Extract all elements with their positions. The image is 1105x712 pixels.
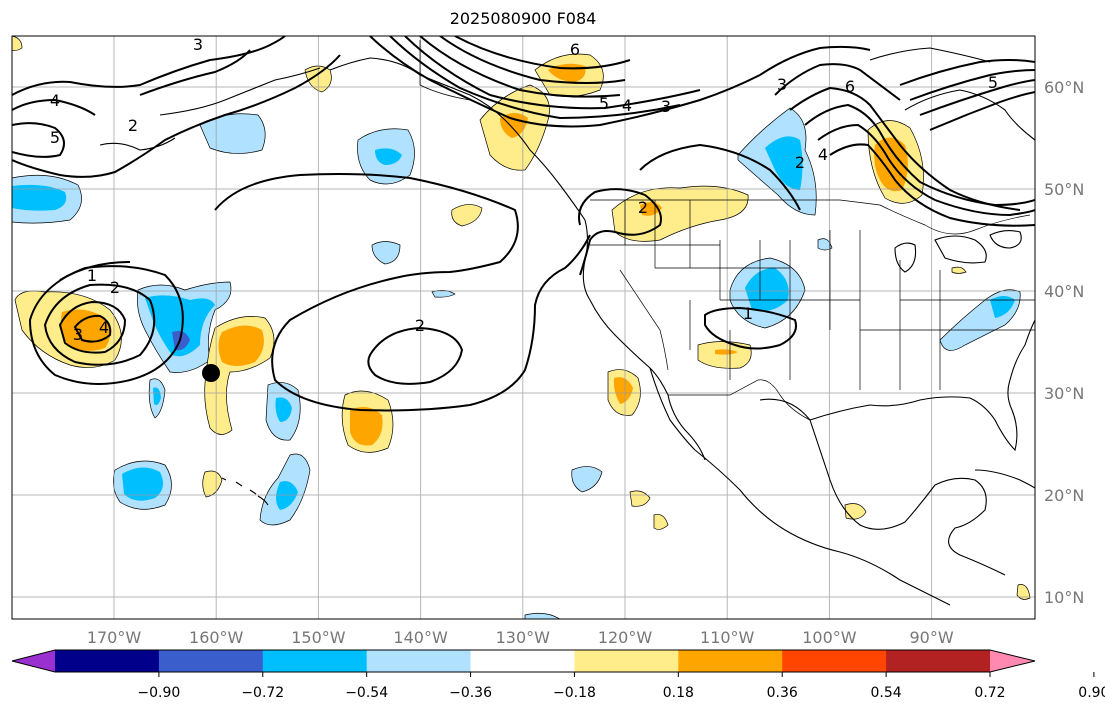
colorbar: −0.90 −0.72 −0.54 −0.36 −0.18 0.18 0.36 0.54 0.7… (11, 649, 1105, 701)
longitude-tick-label: 110°W (700, 628, 755, 647)
colorbar-tick-label: −0.72 (241, 685, 284, 701)
longitude-tick-label: 150°W (291, 628, 346, 647)
contour-label: 2 (415, 316, 425, 335)
longitude-labels: 170°W 160°W 150°W 140°W 130°W 120°W 110°W 100°W… (87, 628, 954, 647)
latitude-tick-label: 20°N (1044, 486, 1084, 505)
latitude-tick-label: 30°N (1044, 384, 1084, 403)
contour-label: 4 (99, 318, 109, 337)
colorbar-segment (55, 650, 160, 672)
coastlines (99, 47, 1035, 606)
contour-label: 5 (988, 73, 998, 92)
colorbar-segment (782, 650, 887, 672)
colorbar-segment (574, 650, 679, 672)
longitude-tick-label: 90°W (910, 628, 954, 647)
anomaly-shading (12, 36, 1031, 619)
colorbar-tick-label: −0.18 (553, 685, 596, 701)
colorbar-segment (158, 650, 264, 672)
colorbar-outline (11, 649, 1036, 673)
contour-label: 6 (845, 77, 855, 96)
contour-label: 5 (599, 94, 609, 113)
contour-label: 3 (73, 325, 83, 344)
contour-label: 4 (818, 145, 828, 164)
longitude-tick-label: 160°W (189, 628, 244, 647)
map-frame (11, 35, 1036, 620)
colorbar-extend-min (12, 650, 55, 672)
colorbar-tick-label: 0.18 (663, 685, 694, 701)
latitude-labels: 60°N 50°N 40°N 30°N 20°N 10°N (1044, 78, 1084, 607)
contour-label: 1 (743, 304, 753, 323)
political-borders (419, 40, 1035, 421)
map-title: 2025080900 F084 (449, 9, 597, 28)
colorbar-segment (470, 650, 575, 672)
height-contours (12, 36, 1035, 412)
colorbar-tick-label: −0.90 (137, 685, 180, 701)
contour-labels: 1 2 3 4 2 1 2 4 5 6 5 4 3 2 4 3 6 5 3 2 (50, 35, 998, 344)
contour-label: 3 (661, 97, 671, 116)
latitude-tick-label: 50°N (1044, 180, 1084, 199)
colorbar-segment (886, 650, 991, 672)
longitude-tick-label: 140°W (393, 628, 448, 647)
contour-label: 3 (193, 35, 203, 54)
latitude-tick-label: 40°N (1044, 282, 1084, 301)
contour-label: 2 (110, 278, 120, 297)
longitude-tick-label: 120°W (598, 628, 653, 647)
colorbar-tick-label: 0.90 (1078, 685, 1105, 701)
longitude-tick-label: 130°W (496, 628, 551, 647)
contour-label: 2 (795, 153, 805, 172)
colorbar-tick-label: −0.54 (345, 685, 388, 701)
colorbar-extend-max (990, 650, 1035, 672)
longitude-tick-label: 170°W (87, 628, 142, 647)
colorbar-segment (262, 650, 368, 672)
colorbar-segment (678, 650, 783, 672)
contour-label: 5 (50, 128, 60, 147)
contour-label: 6 (570, 40, 580, 59)
contour-label: 3 (777, 75, 787, 94)
longitude-tick-label: 100°W (802, 628, 857, 647)
contour-label: 2 (128, 116, 138, 135)
colorbar-tick-label: 0.36 (767, 685, 798, 701)
latitude-tick-label: 10°N (1044, 588, 1084, 607)
latitude-tick-label: 60°N (1044, 78, 1084, 97)
contour-label: 4 (50, 91, 60, 110)
contour-label: 4 (622, 96, 632, 115)
colorbar-segment (366, 650, 472, 672)
lat-lon-grid (12, 36, 1035, 619)
location-marker (202, 364, 220, 382)
contour-label: 1 (87, 266, 97, 285)
contour-label: 2 (638, 198, 648, 217)
colorbar-tick-label: 0.54 (871, 685, 902, 701)
colorbar-tick-label: 0.72 (974, 685, 1005, 701)
colorbar-tick-label: −0.36 (449, 685, 492, 701)
